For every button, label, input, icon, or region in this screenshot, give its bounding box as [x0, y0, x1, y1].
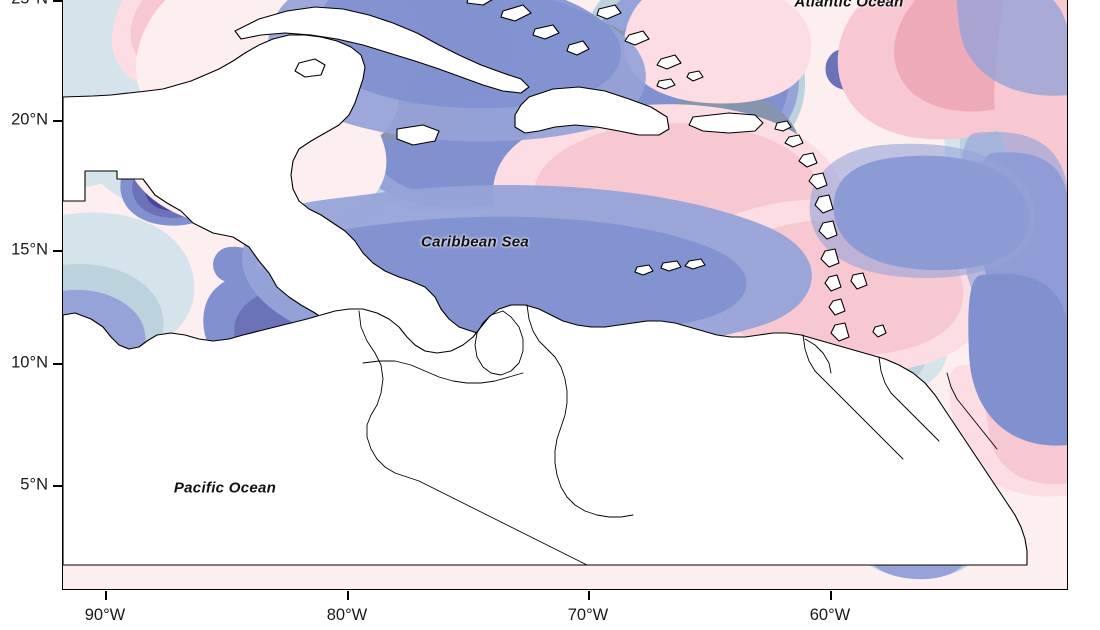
y-tick-15n	[53, 250, 62, 252]
x-axis-label-90w: 90°W	[84, 606, 126, 624]
y-axis-label-15n: 15°N	[11, 240, 48, 259]
x-axis-labels: 90°W 80°W 70°W 60°W	[0, 604, 1100, 630]
y-axis-labels: 25°N 20°N 15°N 10°N 5°N	[0, 0, 62, 630]
x-tick-90w	[105, 591, 107, 600]
x-tick-60w	[830, 591, 832, 600]
y-axis-label-10n: 10°N	[11, 353, 48, 372]
map-plot-area[interactable]: Atlantic Ocean Caribbean Sea Pacific Oce…	[62, 0, 1068, 590]
y-axis-label-20n: 20°N	[11, 110, 48, 129]
x-tick-80w	[347, 591, 349, 600]
x-tick-70w	[588, 591, 590, 600]
x-axis-label-70w: 70°W	[567, 606, 609, 624]
y-axis-ticks	[52, 0, 62, 590]
x-axis-label-80w: 80°W	[326, 606, 368, 624]
map-canvas: Atlantic Ocean Caribbean Sea Pacific Oce…	[63, 0, 1067, 589]
y-tick-5n	[53, 485, 62, 487]
contour-field-svg	[63, 0, 1067, 589]
x-axis-label-60w: 60°W	[809, 606, 851, 624]
x-axis-ticks	[62, 590, 1068, 600]
y-tick-20n	[53, 120, 62, 122]
y-tick-25n	[53, 0, 62, 2]
y-axis-label-5n: 5°N	[20, 475, 48, 494]
y-axis-label-25n: 25°N	[11, 0, 48, 9]
y-tick-10n	[53, 363, 62, 365]
